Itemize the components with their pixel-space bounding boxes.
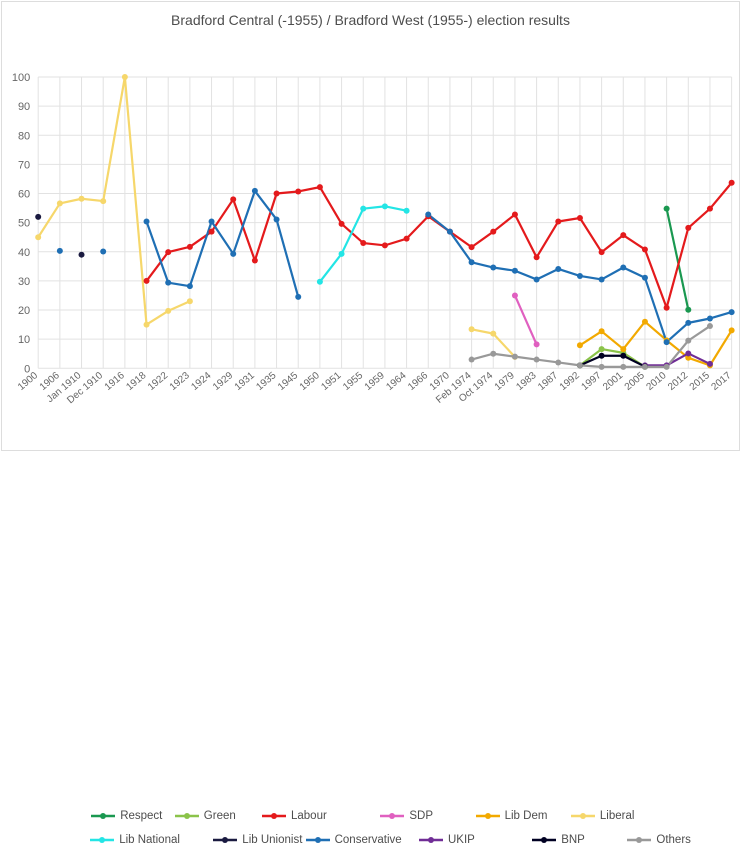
svg-text:2010: 2010 — [644, 370, 668, 393]
svg-text:1922: 1922 — [146, 370, 170, 393]
svg-text:1959: 1959 — [363, 370, 387, 393]
svg-text:10: 10 — [18, 334, 30, 346]
svg-text:1966: 1966 — [406, 370, 430, 393]
svg-text:1900: 1900 — [16, 370, 40, 393]
svg-text:1950: 1950 — [298, 370, 322, 393]
svg-text:1916: 1916 — [103, 370, 127, 393]
svg-text:2001: 2001 — [601, 370, 625, 393]
svg-text:90: 90 — [18, 101, 30, 113]
svg-text:40: 40 — [18, 247, 30, 259]
svg-text:60: 60 — [18, 189, 30, 201]
svg-text:1945: 1945 — [276, 370, 300, 393]
svg-text:30: 30 — [18, 276, 30, 288]
svg-text:1997: 1997 — [579, 370, 603, 393]
svg-text:1929: 1929 — [211, 370, 235, 393]
svg-text:1987: 1987 — [536, 370, 560, 393]
svg-text:2015: 2015 — [688, 370, 712, 393]
svg-text:1964: 1964 — [384, 370, 408, 393]
svg-text:20: 20 — [18, 305, 30, 317]
svg-text:1955: 1955 — [341, 370, 365, 393]
svg-text:1983: 1983 — [514, 370, 538, 393]
svg-text:1992: 1992 — [558, 370, 582, 393]
svg-text:1931: 1931 — [233, 370, 257, 393]
svg-text:2005: 2005 — [623, 370, 647, 393]
svg-text:70: 70 — [18, 159, 30, 171]
svg-text:1924: 1924 — [189, 370, 213, 393]
svg-text:2012: 2012 — [666, 370, 690, 393]
svg-text:2017: 2017 — [709, 370, 733, 393]
svg-text:100: 100 — [12, 72, 30, 84]
svg-text:1918: 1918 — [124, 370, 148, 393]
svg-text:1951: 1951 — [319, 370, 343, 393]
svg-text:1923: 1923 — [168, 370, 192, 393]
svg-text:1935: 1935 — [254, 370, 278, 393]
svg-text:1979: 1979 — [493, 370, 517, 393]
svg-text:80: 80 — [18, 130, 30, 142]
svg-text:50: 50 — [18, 218, 30, 230]
